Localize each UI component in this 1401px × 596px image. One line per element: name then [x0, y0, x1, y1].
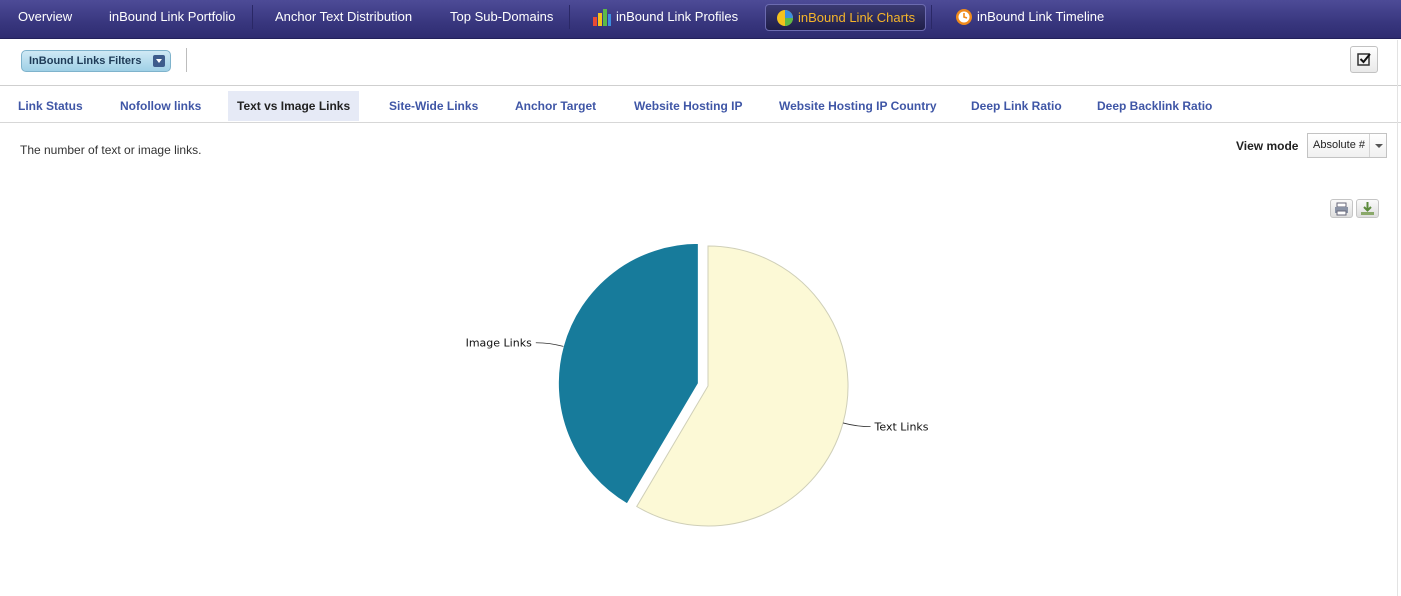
chart-description: The number of text or image links. — [20, 143, 202, 157]
inbound-links-filters-button[interactable]: InBound Links Filters — [21, 50, 171, 72]
view-mode-select[interactable]: Absolute # — [1307, 133, 1387, 158]
view-mode-value: Absolute # — [1313, 139, 1365, 151]
filter-divider — [186, 48, 187, 72]
nav-divider — [252, 5, 253, 29]
nav-overview[interactable]: Overview — [18, 0, 72, 34]
tab-link-status[interactable]: Link Status — [18, 99, 83, 113]
pie-label: Image Links — [466, 337, 532, 350]
nav-top-sub-domains-label: Top Sub-Domains — [450, 9, 554, 24]
nav-inbound-link-profiles-label: inBound Link Profiles — [616, 9, 739, 24]
column-select-button[interactable] — [1350, 46, 1378, 73]
tab-nofollow-links[interactable]: Nofollow links — [120, 99, 202, 113]
tab-deep-backlink-ratio[interactable]: Deep Backlink Ratio — [1097, 99, 1213, 113]
tab-deep-link-ratio[interactable]: Deep Link Ratio — [971, 99, 1062, 113]
nav-overview-label: Overview — [18, 9, 73, 24]
checkbox-icon — [1357, 53, 1371, 66]
nav-inbound-link-charts[interactable]: inBound Link Charts — [765, 4, 927, 31]
pie-connector — [842, 422, 871, 428]
nav-divider — [931, 5, 932, 29]
nav-anchor-text-distribution-label: Anchor Text Distribution — [275, 9, 413, 24]
nav-inbound-link-charts-label: inBound Link Charts — [798, 10, 916, 25]
chart-tabs: Link Status Nofollow links Text vs Image… — [0, 87, 1401, 123]
download-button[interactable] — [1356, 199, 1379, 218]
download-icon — [1361, 202, 1374, 215]
pie-label: Text Links — [874, 421, 929, 434]
bar-chart-icon — [593, 8, 611, 26]
pie-slice-image-links — [557, 242, 699, 505]
filters-button-label: InBound Links Filters — [29, 55, 142, 67]
nav-inbound-link-portfolio[interactable]: inBound Link Portfolio — [109, 0, 235, 34]
tab-site-wide-links[interactable]: Site-Wide Links — [389, 99, 479, 113]
nav-anchor-text-distribution[interactable]: Anchor Text Distribution — [275, 0, 412, 34]
filter-bar: InBound Links Filters — [0, 40, 1401, 86]
print-button[interactable] — [1330, 199, 1353, 218]
top-nav: Overview inBound Link Portfolio Anchor T… — [0, 0, 1401, 39]
tab-anchor-target[interactable]: Anchor Target — [515, 99, 597, 113]
pie-chart: Text Links Image Links — [466, 242, 929, 527]
chevron-down-icon — [153, 55, 165, 67]
nav-inbound-link-profiles[interactable]: inBound Link Profiles — [592, 0, 738, 34]
nav-top-sub-domains[interactable]: Top Sub-Domains — [450, 0, 553, 34]
print-icon — [1335, 202, 1348, 216]
pie-slice-text-links — [636, 245, 849, 527]
nav-inbound-link-timeline[interactable]: inBound Link Timeline — [955, 0, 1104, 34]
tab-website-hosting-ip-country[interactable]: Website Hosting IP Country — [779, 99, 937, 113]
nav-divider — [569, 5, 570, 29]
pie-chart-icon — [777, 9, 793, 26]
view-mode-label: View mode — [1236, 139, 1299, 153]
nav-inbound-link-timeline-label: inBound Link Timeline — [977, 9, 1105, 24]
clock-icon — [956, 8, 972, 25]
nav-inbound-link-portfolio-label: inBound Link Portfolio — [109, 9, 236, 24]
chevron-down-icon — [1369, 134, 1386, 157]
tab-website-hosting-ip[interactable]: Website Hosting IP — [634, 99, 743, 113]
tab-text-vs-image-links[interactable]: Text vs Image Links — [228, 91, 360, 121]
pie-slices — [557, 242, 849, 527]
pie-labels: Text Links Image Links — [466, 337, 929, 434]
pie-connector — [535, 342, 564, 347]
page-border — [1397, 40, 1398, 596]
